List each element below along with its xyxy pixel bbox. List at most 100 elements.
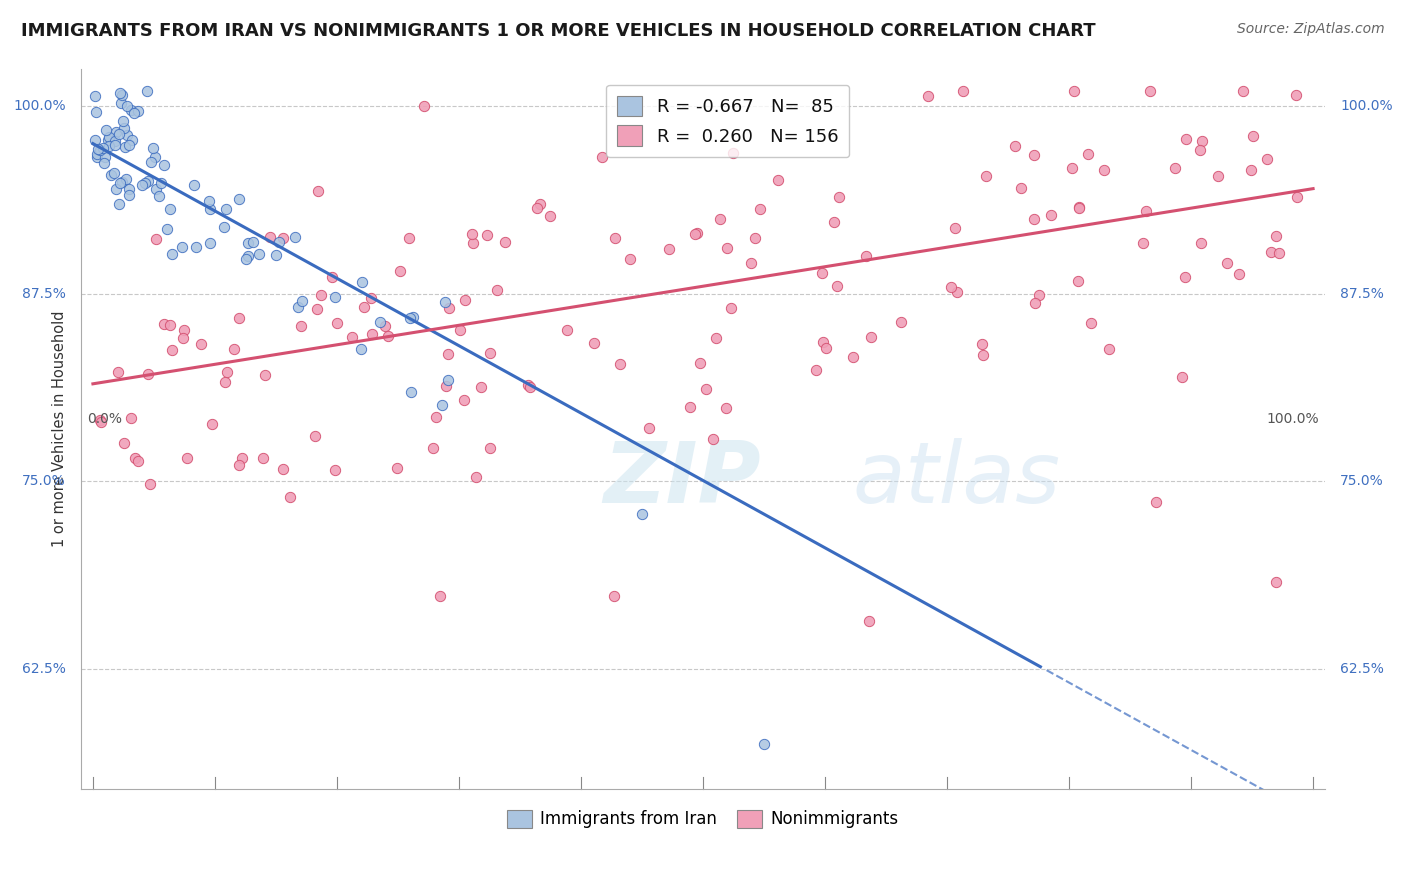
Point: [1010, 181, 1032, 195]
Point: [252, 451, 274, 466]
Point: [135, 84, 157, 98]
Point: [159, 318, 181, 332]
Point: [84, 104, 107, 119]
Point: [399, 311, 422, 326]
Point: [526, 201, 548, 215]
Point: [439, 301, 461, 315]
Point: [858, 615, 880, 629]
Point: [825, 278, 848, 293]
Point: [142, 140, 165, 154]
Point: [685, 227, 707, 241]
Point: [720, 301, 742, 315]
Point: [172, 330, 194, 344]
Point: [291, 294, 314, 309]
Point: [1284, 88, 1306, 103]
Point: [156, 221, 179, 235]
Point: [212, 219, 235, 234]
Text: atlas: atlas: [852, 438, 1060, 521]
Point: [108, 127, 131, 141]
Point: [478, 346, 501, 360]
Point: [353, 300, 375, 314]
Point: [134, 176, 156, 190]
Text: 100.0%: 100.0%: [13, 99, 66, 113]
Point: [389, 263, 412, 277]
Point: [422, 441, 444, 455]
Point: [1024, 296, 1046, 310]
Point: [145, 232, 167, 246]
Point: [582, 335, 605, 350]
Point: [159, 202, 181, 217]
Point: [1063, 84, 1085, 98]
Point: [214, 202, 236, 216]
Point: [434, 295, 457, 310]
Point: [374, 319, 396, 334]
Point: [259, 229, 281, 244]
Point: [236, 235, 259, 250]
Point: [271, 230, 294, 244]
Point: [308, 184, 330, 198]
Point: [162, 247, 184, 261]
Point: [1175, 131, 1198, 145]
Y-axis label: 1 or more Vehicles in Household: 1 or more Vehicles in Household: [52, 310, 67, 547]
Point: [1171, 369, 1194, 384]
Point: [1067, 201, 1090, 215]
Point: [148, 189, 170, 203]
Point: [972, 337, 994, 351]
Point: [709, 211, 731, 226]
Point: [946, 285, 969, 300]
Point: [103, 165, 125, 179]
Point: [105, 125, 128, 139]
Text: Source: ZipAtlas.com: Source: ZipAtlas.com: [1237, 22, 1385, 37]
Point: [271, 462, 294, 476]
Point: [1265, 229, 1288, 244]
Point: [432, 398, 454, 412]
Point: [744, 231, 766, 245]
Point: [1241, 129, 1264, 144]
Point: [689, 356, 711, 370]
Point: [1098, 343, 1121, 357]
Point: [1227, 267, 1250, 281]
Point: [143, 150, 166, 164]
Point: [321, 270, 343, 285]
Point: [290, 318, 312, 333]
Point: [264, 248, 287, 262]
Point: [811, 267, 834, 281]
Point: [939, 279, 962, 293]
Point: [485, 283, 508, 297]
Point: [278, 490, 301, 504]
Point: [124, 106, 146, 120]
Point: [952, 84, 974, 98]
Point: [269, 235, 291, 250]
Point: [619, 252, 641, 266]
Point: [86, 150, 108, 164]
Point: [1067, 274, 1090, 288]
Point: [402, 310, 425, 324]
Point: [1256, 153, 1278, 167]
Point: [1232, 84, 1254, 98]
Point: [815, 341, 838, 355]
Point: [183, 178, 205, 193]
Point: [529, 197, 551, 211]
Point: [127, 103, 149, 118]
Point: [228, 458, 250, 472]
Point: [214, 376, 236, 390]
Point: [152, 317, 174, 331]
Point: [453, 293, 475, 308]
Point: [1069, 200, 1091, 214]
Point: [695, 382, 717, 396]
Point: [120, 103, 142, 118]
Text: 87.5%: 87.5%: [22, 286, 66, 301]
Point: [1080, 316, 1102, 330]
Point: [200, 235, 222, 250]
Text: 0.0%: 0.0%: [87, 412, 122, 426]
Point: [110, 95, 132, 110]
Point: [917, 89, 939, 103]
Point: [890, 315, 912, 329]
Point: [465, 470, 488, 484]
Point: [603, 230, 626, 244]
Point: [470, 380, 492, 394]
Point: [398, 230, 420, 244]
Point: [136, 367, 159, 381]
Point: [104, 134, 127, 148]
Point: [721, 146, 744, 161]
